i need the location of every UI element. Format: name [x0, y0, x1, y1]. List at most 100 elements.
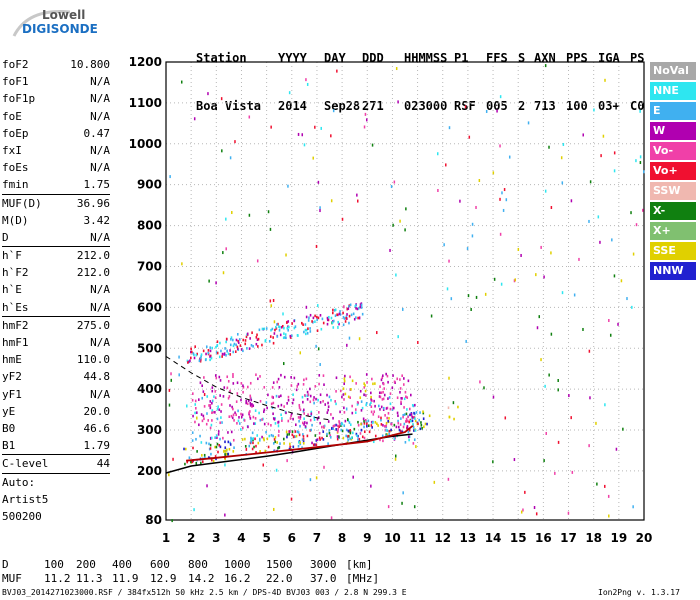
echo-point: [245, 335, 248, 339]
noise-echo: [514, 278, 517, 282]
echo-point: [312, 398, 315, 402]
echo-point: [263, 408, 266, 412]
echo-point: [292, 393, 294, 396]
param-name: B1: [2, 439, 16, 453]
echo-point: [198, 359, 201, 363]
echo-point: [293, 376, 296, 380]
echo-point: [259, 437, 261, 441]
x-tick-label: 12: [434, 531, 451, 545]
echo-point: [215, 434, 218, 438]
echo-point: [412, 426, 415, 429]
echo-point: [385, 372, 387, 376]
echo-point: [264, 449, 267, 453]
noise-echo: [500, 282, 503, 286]
echo-point: [348, 314, 351, 318]
noise-echo: [390, 185, 393, 189]
echo-point: [286, 326, 289, 330]
echo-point: [302, 421, 304, 425]
y-tick-label: 400: [137, 382, 162, 396]
echo-point: [240, 348, 243, 351]
auto-line3: 500200: [2, 509, 42, 523]
echo-point: [279, 333, 282, 337]
echo-point: [399, 390, 401, 394]
echo-point: [403, 422, 406, 426]
muf-value: 11.3: [76, 572, 103, 585]
x-tick-label: 8: [338, 531, 346, 545]
echo-point: [322, 321, 325, 325]
logo-digisonde: DIGISONDE: [22, 22, 98, 36]
echo-point: [421, 427, 423, 430]
echo-point: [272, 396, 274, 399]
echo-point: [355, 306, 357, 310]
echo-point: [321, 425, 323, 429]
echo-point: [256, 338, 259, 342]
noise-echo: [305, 305, 308, 309]
noise-echo: [467, 294, 470, 298]
legend-item: Vo+: [650, 162, 696, 180]
noise-echo: [319, 209, 321, 213]
echo-point: [272, 417, 275, 420]
echo-point: [310, 410, 313, 414]
param-value: N/A: [90, 300, 110, 314]
muf-value: 16.2: [224, 572, 251, 585]
echo-point: [357, 420, 359, 424]
echo-point: [328, 429, 331, 432]
noise-echo: [180, 80, 183, 84]
echo-point: [291, 334, 293, 338]
echo-point: [219, 379, 222, 382]
echo-point: [385, 434, 388, 438]
echo-point: [229, 441, 232, 445]
echo-point: [273, 437, 276, 441]
echo-point: [203, 376, 205, 379]
echo-point: [364, 389, 367, 393]
noise-echo: [389, 248, 391, 252]
echo-point: [254, 417, 257, 420]
echo-point: [267, 422, 270, 426]
echo-point: [301, 446, 303, 449]
echo-point: [419, 411, 421, 414]
echo-point: [270, 433, 273, 437]
echo-point: [389, 402, 392, 406]
echo-point: [239, 428, 242, 431]
noise-echo: [550, 332, 553, 336]
y-tick-label: 600: [137, 300, 162, 314]
echo-point: [342, 316, 345, 319]
echo-point: [403, 397, 406, 401]
noise-echo: [433, 480, 436, 484]
echo-point: [242, 349, 244, 353]
x-tick-label: 15: [510, 531, 527, 545]
param-value: N/A: [90, 109, 110, 123]
noise-echo: [317, 304, 319, 308]
echo-point: [402, 413, 405, 417]
echo-point: [278, 325, 280, 328]
echo-point: [322, 430, 325, 433]
echo-point: [321, 436, 323, 440]
noise-echo: [535, 273, 537, 277]
echo-point: [315, 439, 318, 442]
echo-point: [405, 395, 407, 399]
param-row: fmin 1.75: [2, 176, 110, 193]
echo-point: [402, 415, 404, 419]
echo-point: [216, 442, 219, 446]
noise-echo: [557, 388, 559, 392]
echo-point: [184, 447, 187, 451]
echo-point: [399, 387, 402, 390]
echo-point: [412, 442, 415, 445]
param-name: yF2: [2, 370, 22, 384]
echo-point: [209, 346, 212, 349]
noise-echo: [413, 505, 416, 509]
noise-echo: [562, 142, 565, 146]
echo-point: [295, 423, 297, 427]
noise-echo: [348, 336, 351, 340]
echo-point: [305, 394, 307, 398]
echo-point: [246, 347, 248, 350]
echo-point: [457, 405, 459, 409]
noise-echo: [492, 171, 495, 175]
echo-point: [272, 434, 274, 438]
noise-echo: [224, 513, 226, 517]
echo-point: [326, 434, 328, 438]
echo-point: [307, 413, 309, 417]
echo-point: [357, 434, 359, 438]
noise-echo: [620, 279, 623, 283]
echo-point: [291, 430, 294, 433]
